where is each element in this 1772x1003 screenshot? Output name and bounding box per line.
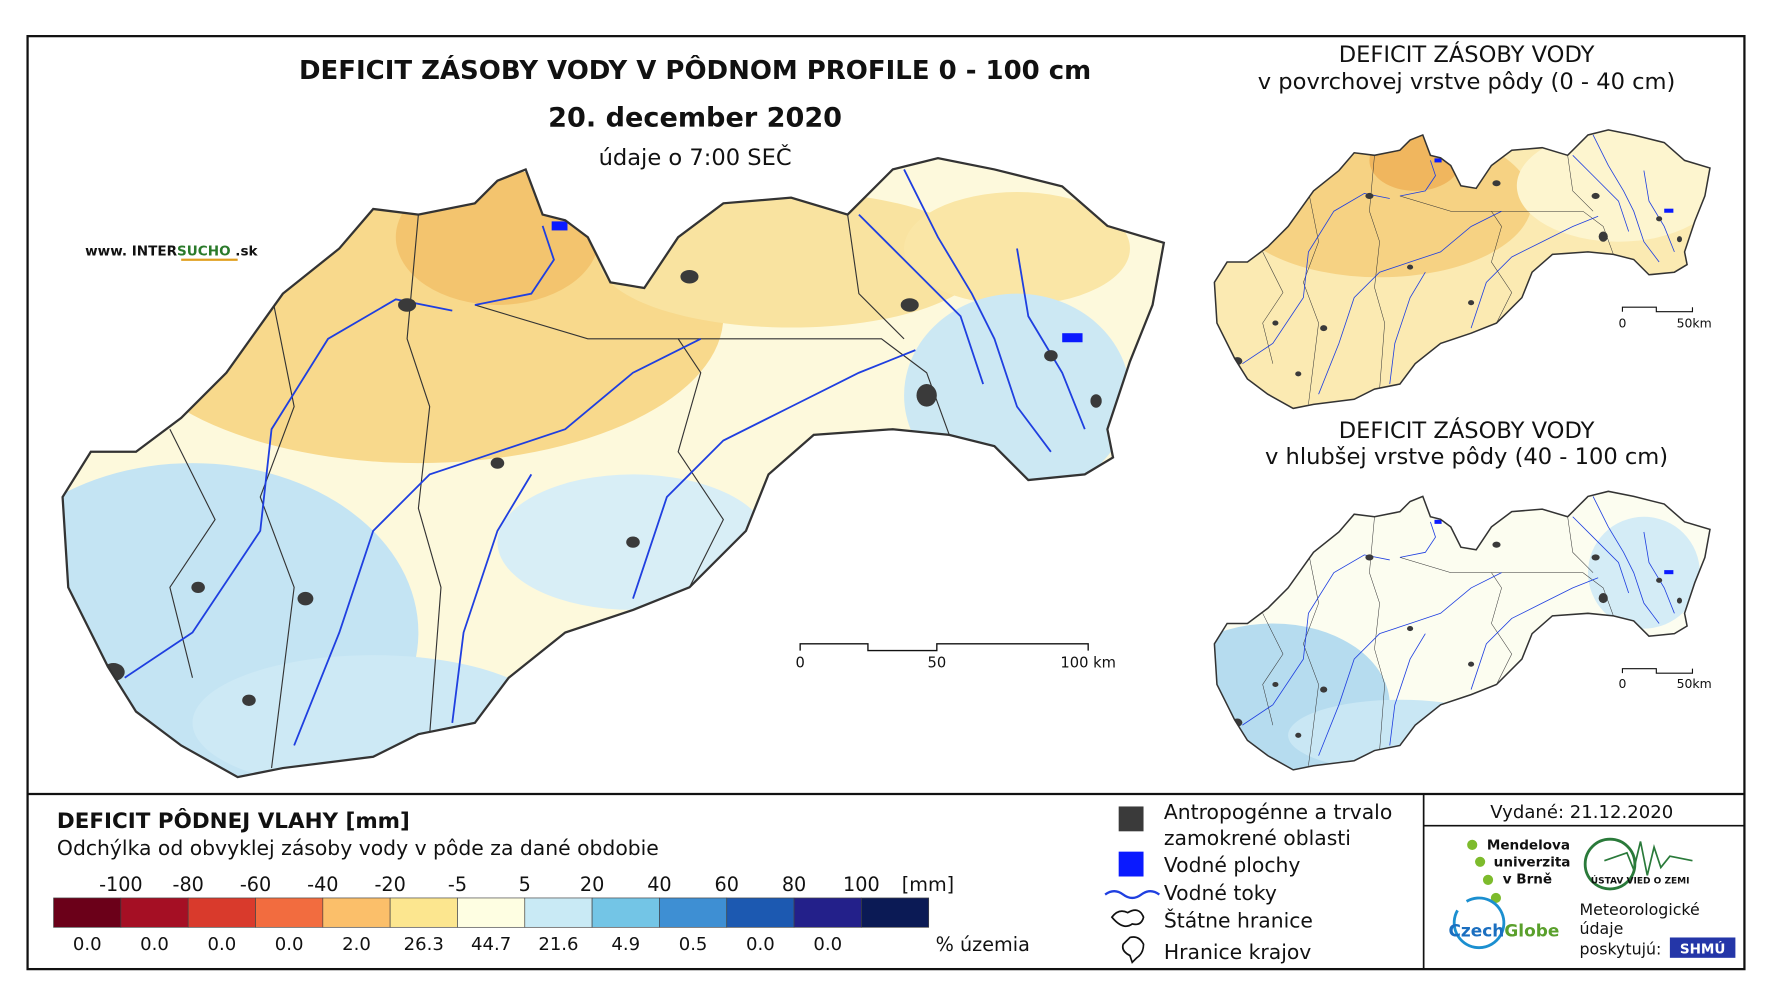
legend-break: 20 <box>580 873 604 896</box>
legend-swatch <box>861 897 930 928</box>
inset-title: DEFICIT ZÁSOBY VODY <box>1339 416 1595 444</box>
symbol-label: Vodné plochy <box>1164 853 1301 877</box>
logo-text: údaje <box>1580 919 1624 938</box>
symbol-legend: Antropogénne a trvalo zamokrené oblasti … <box>1104 800 1392 964</box>
legend-percentage: 0.0 <box>275 934 304 955</box>
website-highlight: SUCHO <box>177 243 231 259</box>
legend-break: 40 <box>647 873 671 896</box>
symbol-label: Hranice krajov <box>1164 940 1311 964</box>
legend-swatch <box>793 897 862 928</box>
symbol-river <box>1104 890 1161 900</box>
legend-swatch <box>255 897 324 928</box>
legend-break: -80 <box>173 873 204 896</box>
title: DEFICIT ZÁSOBY VODY V PÔDNOM PROFILE 0 -… <box>299 54 1091 86</box>
inset-subtitle: v hlubšej vrstve pôdy (40 - 100 cm) <box>1265 444 1668 470</box>
legend: DEFICIT PÔDNEJ VLAHY [mm] Odchýlka od ob… <box>53 808 1030 956</box>
legend-swatch <box>726 897 795 928</box>
inset-subtitle: v povrchovej vrstve pôdy (0 - 40 cm) <box>1258 69 1676 95</box>
date: 20. december 2020 <box>548 103 842 134</box>
legend-swatch <box>389 897 458 928</box>
logo-text: ÚSTAV VIED O ZEMI <box>1591 874 1690 886</box>
legend-break: 5 <box>519 873 531 896</box>
symbol-label: Vodné toky <box>1164 881 1277 905</box>
legend-percent-label: % územia <box>936 933 1030 956</box>
logo-text: univerzita <box>1494 854 1571 870</box>
time-note: údaje o 7:00 SEČ <box>599 143 792 171</box>
legend-percentage: 44.7 <box>471 934 511 955</box>
legend-percentage: 0.0 <box>813 934 842 955</box>
scale-label: 50 <box>927 655 946 672</box>
logo-text: Meteorologické <box>1580 900 1700 919</box>
legend-break: -40 <box>307 873 338 896</box>
legend-swatch <box>187 897 256 928</box>
legend-percentage: 26.3 <box>404 934 444 955</box>
legend-percentage: 4.9 <box>611 934 640 955</box>
symbol-label: zamokrené oblasti <box>1164 826 1351 850</box>
scale-label: 100 km <box>1060 655 1115 672</box>
symbol-label: Štátne hranice <box>1164 907 1313 932</box>
logo-text: Czech <box>1448 920 1504 940</box>
legend-unit: [mm] <box>902 873 954 896</box>
symbol-urban <box>1118 806 1144 832</box>
scale-label: 0 <box>1618 316 1626 331</box>
logo-text: Globe <box>1504 920 1559 940</box>
issued: Vydané: 21.12.2020 <box>1490 802 1673 823</box>
legend-percentage: 21.6 <box>538 934 578 955</box>
legend-break: -5 <box>448 873 467 896</box>
scale-label: 0 <box>1618 676 1626 691</box>
legend-percentage: 0.0 <box>746 934 775 955</box>
logos: Mendelova univerzita v Brně ÚSTAV VIED O… <box>1448 837 1736 958</box>
legend-break: -20 <box>374 873 405 896</box>
logo-text: SHMÚ <box>1680 939 1726 957</box>
legend-break: 60 <box>715 873 739 896</box>
legend-swatch <box>591 897 660 928</box>
website-suffix: .sk <box>231 243 259 259</box>
symbol-region <box>1121 936 1145 964</box>
symbol-water <box>1118 851 1144 877</box>
inset-scale <box>1621 306 1694 313</box>
inset-title: DEFICIT ZÁSOBY VODY <box>1339 40 1595 68</box>
legend-title: DEFICIT PÔDNEJ VLAHY [mm] <box>57 808 410 834</box>
legend-subtitle: Odchýlka od obvyklej zásoby vody v pôde … <box>57 836 659 860</box>
legend-break: -60 <box>240 873 271 896</box>
legend-break: 100 <box>843 873 880 896</box>
symbol-border <box>1110 909 1145 928</box>
legend-percentage: 2.0 <box>342 934 371 955</box>
legend-swatch <box>322 897 391 928</box>
legend-percentage: 0.0 <box>207 934 236 955</box>
legend-percentage: 0.0 <box>73 934 102 955</box>
main-scale: 0 50 100 km <box>795 643 1116 672</box>
scale-label: 0 <box>795 655 804 672</box>
logo-text: CzechGlobe <box>1448 920 1559 940</box>
legend-swatch <box>524 897 593 928</box>
legend-swatch <box>120 897 189 928</box>
legend-break: -100 <box>99 873 143 896</box>
scale-label: 50km <box>1677 676 1712 691</box>
legend-percentage: 0.0 <box>140 934 169 955</box>
website-prefix: www. INTER <box>85 243 177 259</box>
legend-percentage: 0.5 <box>679 934 708 955</box>
symbol-label: Antropogénne a trvalo <box>1164 800 1392 824</box>
logo-text: Mendelova <box>1487 837 1570 853</box>
inset-scale <box>1621 668 1694 674</box>
logo-text: poskytujú: <box>1580 939 1662 958</box>
legend-swatch <box>457 897 526 928</box>
legend-swatch <box>53 897 122 928</box>
legend-swatch <box>659 897 728 928</box>
scale-label: 50km <box>1677 316 1712 331</box>
legend-break: 80 <box>782 873 806 896</box>
logo-text: v Brně <box>1503 871 1552 887</box>
website: www. INTERSUCHO .sk <box>85 243 258 259</box>
